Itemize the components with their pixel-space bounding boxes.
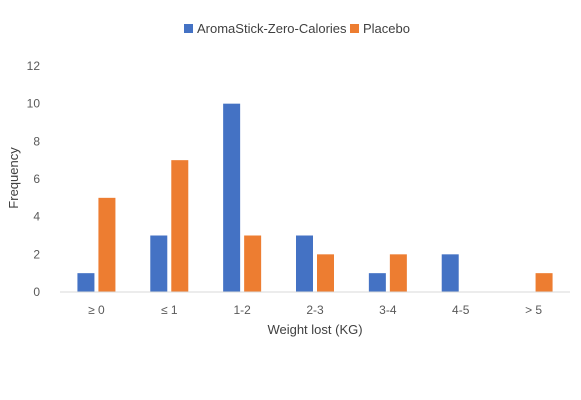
bar-series-2-0	[98, 197, 116, 292]
y-axis-ticks: 0 2 4 6 8 10 12	[27, 59, 41, 299]
x-tick-label: 3-4	[379, 303, 397, 317]
legend-label-series-2: Placebo	[363, 21, 410, 36]
bar-series-2-3	[317, 254, 334, 292]
legend-swatch-series-1	[184, 24, 193, 33]
x-tick-label: ≥ 0	[88, 303, 105, 317]
bar-series-2-6	[535, 273, 553, 292]
bar-series-1-2	[223, 103, 241, 293]
bar-series-1-5	[441, 254, 459, 292]
legend-swatch-series-2	[350, 24, 359, 33]
x-tick-label: 4-5	[452, 303, 470, 317]
y-tick-label: 0	[33, 285, 40, 299]
y-tick-label: 4	[33, 210, 40, 224]
bar-series-2-1	[171, 160, 189, 292]
y-tick-label: 8	[33, 134, 40, 148]
y-axis-title: Frequency	[6, 147, 21, 209]
bar-series-1-1	[150, 235, 168, 292]
bar-series-1-0	[77, 273, 95, 292]
bars-group	[77, 103, 553, 293]
bar-series-2-2	[244, 235, 262, 292]
y-tick-label: 6	[33, 172, 40, 186]
bar-series-1-3	[296, 235, 313, 292]
legend-label-series-1: AromaStick-Zero-Calories	[197, 21, 347, 36]
chart-legend: AromaStick-Zero-Calories Placebo	[184, 21, 410, 36]
x-tick-label: > 5	[525, 303, 542, 317]
y-tick-label: 2	[33, 247, 40, 261]
x-tick-label: 1-2	[233, 303, 251, 317]
bar-series-1-4	[368, 273, 386, 292]
x-tick-label: ≤ 1	[161, 303, 178, 317]
x-tick-label: 2-3	[306, 303, 324, 317]
y-tick-label: 12	[27, 59, 41, 73]
x-axis-title: Weight lost (KG)	[267, 322, 362, 337]
bar-series-2-4	[389, 254, 407, 292]
y-tick-label: 10	[27, 97, 41, 111]
x-axis-ticks: ≥ 0 ≤ 1 1-2 2-3 3-4 4-5 > 5	[88, 303, 542, 317]
